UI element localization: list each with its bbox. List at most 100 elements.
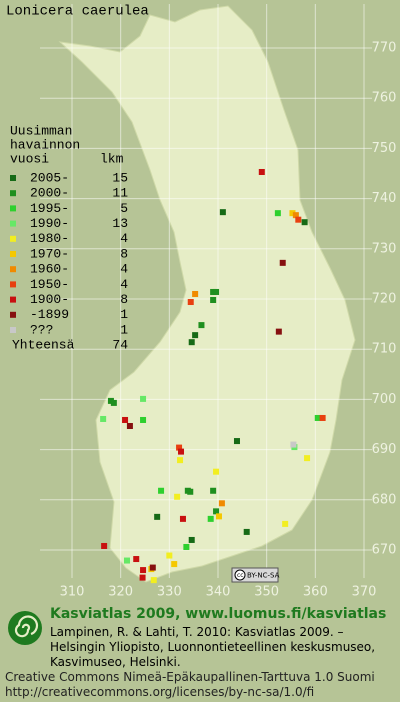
occurrence xyxy=(100,415,107,422)
occurrence xyxy=(215,513,222,520)
legend-count: 15 xyxy=(112,170,128,185)
occurrence xyxy=(275,328,282,335)
occurrence xyxy=(192,332,199,339)
legend-label: 2000- xyxy=(30,186,69,201)
occurrence xyxy=(210,487,217,494)
legend-count: 11 xyxy=(112,186,128,201)
y-tick-label: 690 xyxy=(372,442,397,457)
legend-label: 1970- xyxy=(30,246,69,261)
x-tick-label: 370 xyxy=(352,585,377,600)
y-tick-label: 750 xyxy=(372,141,397,156)
occurrence xyxy=(140,567,147,574)
occurrence xyxy=(301,219,308,226)
x-tick-label: 360 xyxy=(303,585,328,600)
occurrence xyxy=(292,212,299,219)
legend-swatch xyxy=(10,327,16,333)
occurrence xyxy=(154,513,161,520)
occurrence xyxy=(179,515,186,522)
occurrence xyxy=(140,395,147,402)
y-tick-label: 670 xyxy=(372,543,397,558)
legend-count: 13 xyxy=(112,216,128,231)
x-tick-label: 320 xyxy=(108,585,133,600)
occurrence xyxy=(243,528,250,535)
occurrence xyxy=(290,441,297,448)
legend-label: -1899 xyxy=(30,307,69,322)
legend-label: 2005- xyxy=(30,170,69,185)
legend-swatch xyxy=(10,266,16,273)
legend-swatch xyxy=(10,251,16,257)
occurrence xyxy=(192,290,199,297)
legend-total-label: Yhteensä xyxy=(12,338,75,353)
y-tick-label: 680 xyxy=(372,492,397,507)
legend-count: 4 xyxy=(120,262,128,277)
occurrence xyxy=(258,168,265,175)
occurrence xyxy=(187,488,194,495)
legend-swatch xyxy=(10,296,16,303)
cc-mark: cc xyxy=(237,572,244,579)
x-tick-label: 330 xyxy=(157,585,182,600)
citation: Lampinen, R. & Lahti, T. 2010: Kasviatla… xyxy=(50,625,376,669)
occurrence xyxy=(171,561,178,568)
y-tick-label: 770 xyxy=(372,41,397,56)
legend-heading: Uusimman xyxy=(10,123,72,138)
y-tick-label: 740 xyxy=(372,191,397,206)
occurrence xyxy=(150,577,157,584)
occurrence xyxy=(177,457,184,464)
legend-swatch xyxy=(10,220,16,227)
license-url[interactable]: http://creativecommons.org/licenses/by-n… xyxy=(5,685,315,699)
occurrence xyxy=(210,297,217,304)
legend-swatch xyxy=(10,311,16,318)
legend-label: 1900- xyxy=(30,292,69,307)
legend-swatch xyxy=(10,235,16,242)
occurrence xyxy=(188,536,195,543)
legend-label: 1990- xyxy=(30,216,69,231)
legend-swatch xyxy=(10,205,16,212)
y-tick-label: 730 xyxy=(372,241,397,256)
y-tick-label: 710 xyxy=(372,342,397,357)
legend-swatch xyxy=(10,175,16,181)
license: Creative Commons Nimeä-Epäkaupallinen-Ta… xyxy=(5,670,400,700)
occurrence xyxy=(123,557,130,564)
species-title: Lonicera caerulea xyxy=(6,4,149,20)
legend-count: 4 xyxy=(120,231,128,246)
legend-count: 8 xyxy=(120,246,128,261)
occurrence xyxy=(183,543,190,550)
occurrence xyxy=(187,299,194,306)
legend-col-year: vuosi xyxy=(10,151,49,166)
occurrence xyxy=(174,493,181,500)
legend-total: 74 xyxy=(112,338,128,353)
occurrence xyxy=(126,423,133,430)
legend-label: 1960- xyxy=(30,262,69,277)
y-tick-label: 720 xyxy=(372,292,397,307)
occurrence xyxy=(213,288,220,295)
legend-swatch xyxy=(10,190,16,197)
occurrence xyxy=(158,487,165,494)
occurrence xyxy=(101,542,108,549)
occurrence xyxy=(282,520,289,527)
x-tick-label: 340 xyxy=(206,585,231,600)
occurrence xyxy=(314,414,321,421)
occurrence xyxy=(304,455,311,462)
occurrence xyxy=(319,414,326,421)
occurrence xyxy=(213,468,220,475)
occurrence xyxy=(233,438,240,445)
y-tick-label: 760 xyxy=(372,91,397,106)
occurrence xyxy=(178,448,185,455)
distribution-map: 310 320 330 340 350 360 370 670 680 690 700 710 720 7… xyxy=(6,4,397,600)
legend-count: 8 xyxy=(120,292,128,307)
occurrence xyxy=(166,552,173,559)
finland-outline xyxy=(58,5,356,583)
occurrence xyxy=(139,574,146,581)
occurrence xyxy=(198,322,205,329)
atlas-link[interactable]: Kasviatlas 2009, www.luomus.fi/kasviatla… xyxy=(50,606,387,622)
occurrence xyxy=(274,210,281,217)
cc-badge: cc BY-NC-SA xyxy=(231,567,280,583)
occurrence xyxy=(213,508,220,515)
legend-label: 1950- xyxy=(30,277,69,292)
x-tick-label: 310 xyxy=(60,585,85,600)
occurrence xyxy=(295,216,302,223)
license-name: Creative Commons Nimeä-Epäkaupallinen-Ta… xyxy=(5,670,375,684)
legend-count: 1 xyxy=(120,322,128,337)
legend-swatch xyxy=(10,281,16,288)
